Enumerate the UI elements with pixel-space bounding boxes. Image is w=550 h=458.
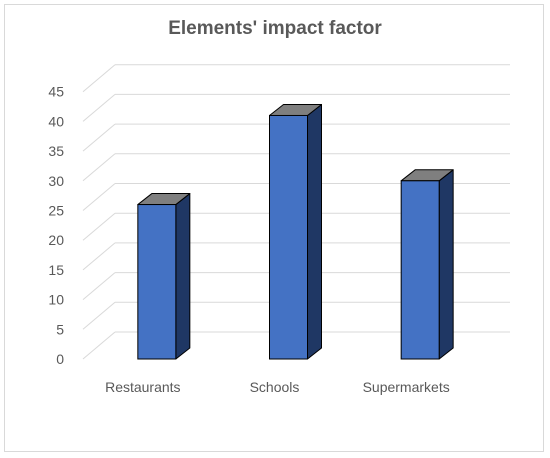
x-tick-label: Supermarkets: [363, 379, 450, 395]
y-tick-label: 0: [56, 351, 64, 367]
y-tick-label: 40: [48, 113, 64, 129]
y-tick-label: 20: [48, 232, 64, 248]
bar-side: [307, 103, 322, 360]
y-tick-label: 15: [48, 262, 64, 278]
bar-restaurants: [137, 193, 191, 360]
gridline-side: [82, 242, 116, 271]
gridline-side: [82, 301, 116, 330]
y-tick-label: 30: [48, 173, 64, 189]
gridline-side: [82, 64, 116, 93]
chart-title: Elements' impact factor: [168, 18, 382, 39]
y-tick-label: 5: [56, 321, 64, 337]
gridline-side: [82, 183, 116, 211]
gridline-side: [82, 94, 116, 122]
bar-front: [400, 180, 440, 360]
x-tick-label: Restaurants: [105, 379, 180, 395]
gridline-side: [82, 331, 116, 360]
y-tick-label: 25: [48, 203, 64, 219]
bar-side: [438, 169, 454, 360]
gridline-side: [82, 153, 116, 182]
bar-side: [175, 193, 191, 360]
x-tick-label: Schools: [250, 379, 300, 395]
bar-front: [137, 204, 177, 360]
gridline-side: [82, 123, 116, 152]
gridline-side: [82, 212, 116, 241]
bar-schools: [269, 103, 322, 360]
y-tick-label: 45: [48, 84, 64, 100]
gridline-side: [82, 272, 116, 300]
y-tick-label: 10: [48, 292, 64, 308]
bar-front: [269, 114, 308, 360]
bar-supermarkets: [400, 169, 454, 360]
y-tick-label: 35: [48, 143, 64, 159]
